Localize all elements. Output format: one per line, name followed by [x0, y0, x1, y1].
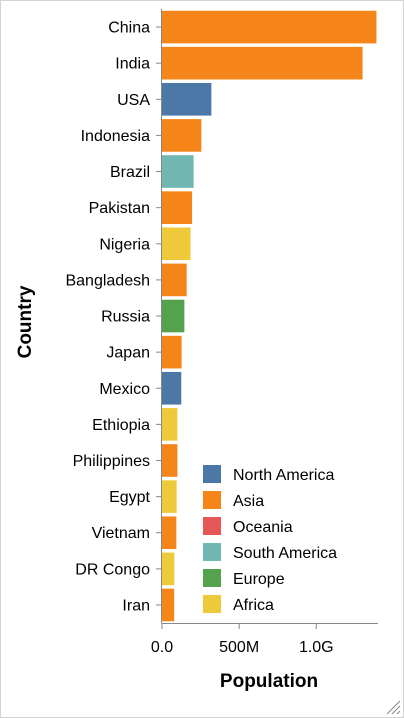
legend: North America Asia Oceania South America Eur…: [203, 465, 337, 614]
legend-swatch-europe: [203, 569, 221, 587]
bar-brazil[interactable]: [162, 155, 194, 188]
y-tick-label-china: China: [108, 20, 150, 37]
legend-label-europe: Europe: [233, 571, 285, 588]
x-tick-label: 500M: [219, 639, 259, 656]
bar-japan[interactable]: [162, 335, 182, 369]
bar-pakistan[interactable]: [162, 191, 193, 224]
bar-egypt[interactable]: [162, 480, 177, 513]
legend-label-africa: Africa: [233, 597, 274, 614]
legend-swatch-north-america: [203, 465, 221, 483]
legend-label-south-america: South America: [233, 545, 337, 562]
y-axis: China India USA Indonesia Brazil Pakistan Nige…: [65, 9, 162, 624]
y-tick-label-indonesia: Indonesia: [81, 128, 150, 145]
y-tick-label-brazil: Brazil: [110, 164, 150, 181]
bar-indonesia[interactable]: [162, 119, 202, 152]
legend-swatch-asia: [203, 491, 221, 509]
legend-label-asia: Asia: [233, 493, 264, 510]
y-tick-label-philippines: Philippines: [73, 453, 150, 470]
bar-philippines[interactable]: [162, 444, 178, 477]
bar-bangladesh[interactable]: [162, 263, 187, 297]
y-tick-label-japan: Japan: [106, 345, 150, 362]
x-tick-label: 0.0: [151, 639, 173, 656]
legend-label-oceania: Oceania: [233, 519, 293, 536]
resize-grip-icon[interactable]: [385, 699, 401, 715]
bar-mexico[interactable]: [162, 371, 182, 405]
bar-india[interactable]: [162, 46, 363, 80]
y-tick-label-mexico: Mexico: [99, 381, 150, 398]
y-tick-label-bangladesh: Bangladesh: [65, 272, 150, 289]
legend-label-north-america: North America: [233, 467, 334, 484]
y-tick-label-ethiopia: Ethiopia: [92, 417, 150, 434]
y-tick-label-iran: Iran: [122, 597, 150, 614]
y-tick-label-india: India: [115, 56, 150, 73]
bar-dr-congo[interactable]: [162, 552, 175, 586]
bar-ethiopia[interactable]: [162, 408, 178, 441]
y-tick-label-russia: Russia: [101, 309, 150, 326]
y-tick-label-nigeria: Nigeria: [99, 236, 150, 253]
x-axis-title: Population: [220, 671, 318, 692]
y-tick-label-usa: USA: [117, 92, 150, 109]
bar-iran[interactable]: [162, 588, 175, 622]
y-tick-label-egypt: Egypt: [109, 489, 150, 506]
x-tick-label: 1.0G: [299, 639, 334, 656]
y-axis-title: Country: [15, 285, 36, 358]
bar-usa[interactable]: [162, 82, 212, 116]
bar-vietnam[interactable]: [162, 516, 177, 550]
y-tick-label-dr-congo: DR Congo: [75, 561, 150, 578]
y-tick-label-vietnam: Vietnam: [92, 525, 150, 542]
bar-nigeria[interactable]: [162, 227, 191, 261]
legend-swatch-oceania: [203, 517, 221, 535]
legend-swatch-south-america: [203, 543, 221, 561]
y-tick-label-pakistan: Pakistan: [89, 200, 150, 217]
x-axis: 0.0 500M 1.0G: [151, 623, 378, 656]
bars: [162, 10, 377, 622]
bar-china[interactable]: [162, 10, 377, 44]
legend-swatch-africa: [203, 595, 221, 613]
bar-russia[interactable]: [162, 299, 185, 333]
